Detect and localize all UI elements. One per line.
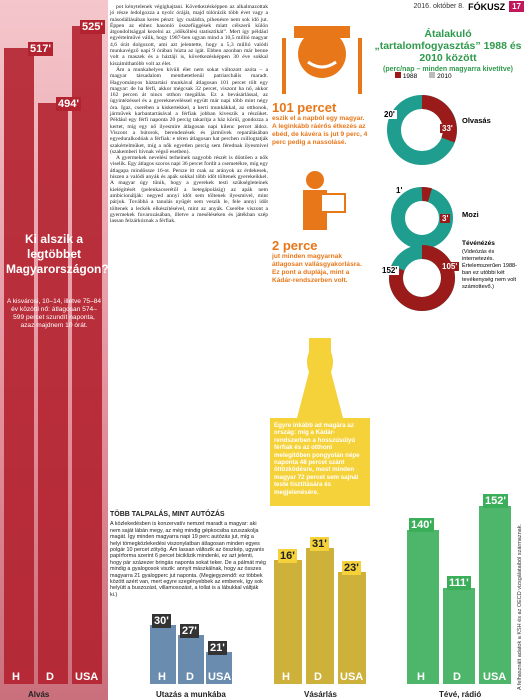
note: (Videózás és internetezés. Értelemszerűe… <box>462 249 518 290</box>
sleep-panel: 517' 494' 525' Ki alszik a legtöbbet Mag… <box>0 0 109 700</box>
reader-icon <box>303 171 346 230</box>
bar-value: 30' <box>152 614 171 628</box>
item-name: Mozi <box>462 210 479 219</box>
commute-box: TÖBB TALPALÁS, MINT AUTÓZÁS A közlekedés… <box>110 511 266 598</box>
text: jut minden magyarnak átlagosan vallásgya… <box>272 253 362 284</box>
dress-icon <box>297 338 343 418</box>
shopping-bars: 16' 31' 23' H D USA Vásárlás <box>272 0 370 700</box>
bar-value: 23' <box>342 561 361 575</box>
bar <box>150 625 176 684</box>
category-label: Alvás <box>28 690 50 699</box>
sleep-bar <box>72 26 102 684</box>
bar-value: 140' <box>409 518 434 532</box>
bar-value: 517' <box>28 42 53 56</box>
country: D <box>453 671 461 683</box>
country: USA <box>483 671 507 683</box>
article: pot kénytelenek végighajtani. Következés… <box>110 4 268 224</box>
religion-block: 2 perce jut minden magyarnak átlagosan v… <box>272 238 370 285</box>
sleep-bar <box>4 48 34 684</box>
consumption-title: Átalakuló „tartalomfogyasztás” 1988 és 2… <box>372 28 524 76</box>
box-title: TÖBB TALPALÁS, MINT AUTÓZÁS <box>110 511 225 518</box>
legend-label: 2010 <box>437 73 452 80</box>
headline: 101 percet <box>272 100 337 115</box>
value-2010: 3' <box>440 214 451 223</box>
bar-value: 111' <box>447 576 471 590</box>
value-1988: 1' <box>396 186 403 195</box>
shopping-text: Egyre inkább ad magára az ország: míg a … <box>270 418 370 506</box>
bar <box>407 530 439 684</box>
legend-label: 1988 <box>402 73 418 80</box>
item-name: Olvasás <box>462 116 491 125</box>
value-2010: 105' <box>440 262 460 271</box>
bar-value: 31' <box>310 537 329 551</box>
subtitle: (perc/nap – minden magyarra kivetítve) <box>383 66 513 73</box>
category-label: Vásárlás <box>304 690 337 699</box>
country: D <box>314 671 322 683</box>
bar <box>338 572 366 684</box>
country: USA <box>208 671 232 683</box>
category-label: Utazás a munkába <box>156 690 226 699</box>
headline: 2 perce <box>272 238 318 253</box>
bar-value: 16' <box>278 549 297 563</box>
bar <box>178 635 204 684</box>
sleep-title: Ki alszik a legtöbbet Magyarországon? <box>6 232 109 276</box>
country: H <box>158 671 166 683</box>
date: 2016. október 8. <box>413 3 465 10</box>
tv-bars: 140' 111' 152' H D USA Tévé, rádió <box>405 0 513 700</box>
country: D <box>186 671 194 683</box>
legend: 1988 2010 <box>395 72 452 80</box>
bar-value: 494' <box>56 97 81 111</box>
magazine: FÓKUSZ <box>468 1 506 12</box>
eating-icon <box>282 26 362 94</box>
bar-value: 21' <box>208 641 227 655</box>
bar <box>306 548 334 684</box>
value-1988: 152' <box>380 266 400 275</box>
country: USA <box>340 671 364 683</box>
country: H <box>282 671 290 683</box>
bar-value: 152' <box>483 494 508 508</box>
country: H <box>417 671 425 683</box>
bar-value: 27' <box>180 624 199 638</box>
value-1988: 20' <box>382 110 397 119</box>
paragraph: Ám a munkahelyen kívüli élet nem sokat v… <box>110 66 268 155</box>
country: D <box>46 671 54 683</box>
bar <box>274 560 302 684</box>
bar <box>479 506 511 684</box>
value-2010: 33' <box>440 124 455 133</box>
eating-block: 101 percet eszik el a napból egy magyar.… <box>272 100 370 147</box>
item-name: Tévénézés <box>462 240 495 247</box>
sleep-bar <box>38 103 68 684</box>
sleep-text: A kisvárosi, 10–14, illetve 75–84 év köz… <box>6 298 102 329</box>
page-number: 17 <box>509 1 524 12</box>
text: eszik el a napból egy magyar. A leginkáb… <box>272 115 368 146</box>
bar <box>206 652 232 684</box>
bar-value: 525' <box>80 20 105 34</box>
credit: A felhasznált adatok a KSH és az OECD vi… <box>517 524 523 690</box>
paragraph: pot kénytelenek végighajtani. Következés… <box>110 4 268 67</box>
title: Átalakuló „tartalomfogyasztás” 1988 és 2… <box>374 28 522 64</box>
header: 2016. október 8. FÓKUSZ 17 <box>413 1 524 12</box>
category-label: Tévé, rádió <box>439 690 482 699</box>
country: H <box>12 671 20 683</box>
paragraph: A gyermekek nevelési terheinek nagyobb r… <box>110 155 268 225</box>
box-text: A közlekedésben is konzervatív nemzet ma… <box>110 521 266 598</box>
bar <box>443 588 475 684</box>
country: USA <box>75 671 99 683</box>
commute-bars: 30' 27' 21' H D USA Utazás a munkába <box>148 0 236 700</box>
